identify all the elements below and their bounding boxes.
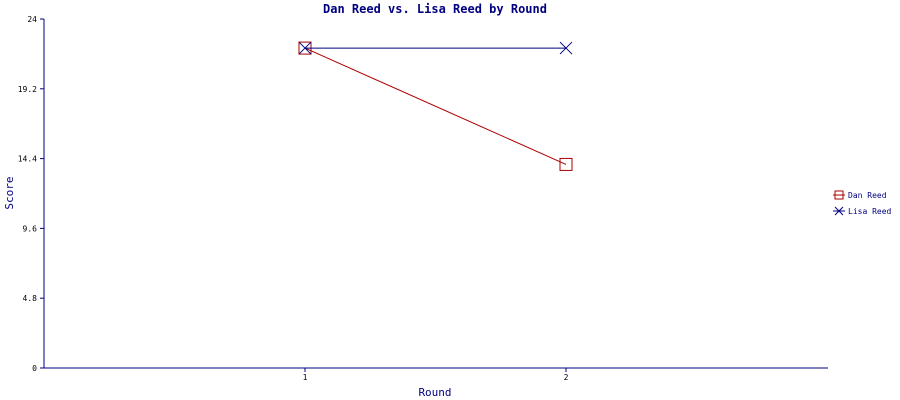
legend-item-lisa-reed: Lisa Reed [833,206,892,216]
y-tick-label: 9.6 [23,224,38,233]
y-tick-label: 0 [32,364,37,373]
x-tick-label: 1 [303,373,308,382]
y-tick-label: 19.2 [18,85,37,94]
legend-item-dan-reed: Dan Reed [833,190,887,200]
y-tick-label: 14.4 [18,155,37,164]
y-tick-label: 24 [27,15,37,24]
legend-marker [834,206,844,216]
legend-label: Dan Reed [848,191,887,200]
axes [43,19,828,369]
data-point-lisa-reed [298,41,312,55]
legend-marker [834,190,844,200]
data-point-dan-reed [559,157,573,171]
y-ticks: 0 4.8 9.6 14.4 19.2 24 [18,15,44,373]
legend: Dan Reed Lisa Reed [833,190,892,216]
x-axis-label: Round [418,386,451,399]
legend-label: Lisa Reed [848,207,892,216]
data-point-lisa-reed [559,41,573,55]
y-axis-label: Score [3,176,16,209]
chart-title: Dan Reed vs. Lisa Reed by Round [323,2,547,16]
x-tick-label: 2 [564,373,569,382]
series-layer [298,41,573,171]
y-tick-label: 4.8 [23,294,38,303]
series-line-dan-reed [304,47,567,165]
